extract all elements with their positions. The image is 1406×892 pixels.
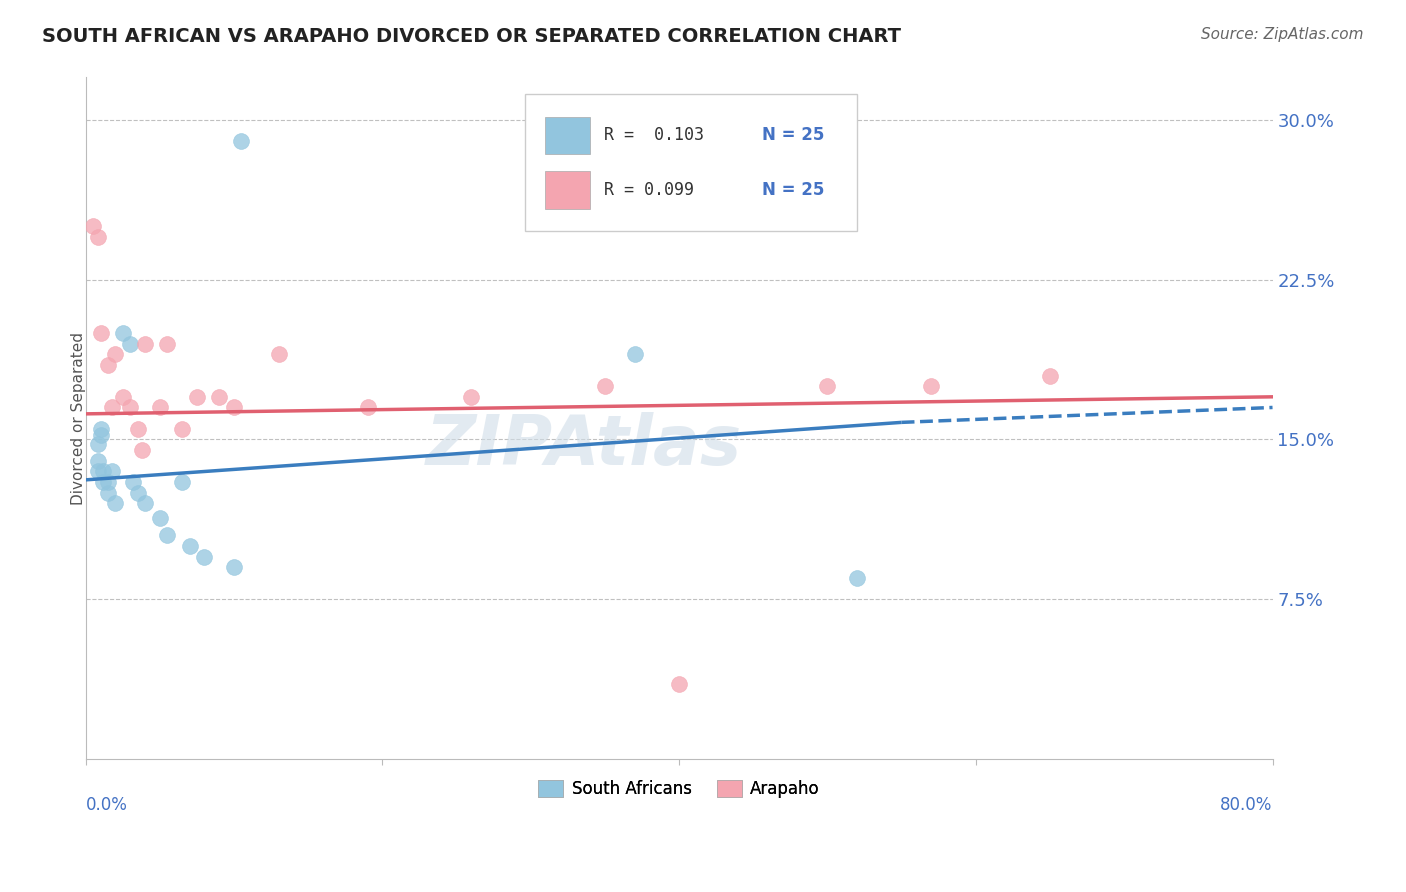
Point: [134, 336, 156, 351]
FancyBboxPatch shape: [524, 95, 858, 231]
Point: [356, 401, 378, 415]
Text: R = 0.099: R = 0.099: [605, 181, 695, 199]
Point: [93, 475, 115, 489]
Point: [156, 336, 179, 351]
Text: R =  0.103: R = 0.103: [605, 127, 704, 145]
Point: [593, 379, 616, 393]
Point: [267, 347, 290, 361]
FancyBboxPatch shape: [546, 117, 591, 154]
Point: [101, 464, 124, 478]
Point: [817, 379, 839, 393]
Point: [104, 496, 127, 510]
Point: [86, 230, 108, 244]
Point: [101, 401, 124, 415]
Point: [82, 219, 104, 234]
Point: [846, 571, 869, 585]
Point: [89, 428, 111, 442]
Point: [111, 390, 134, 404]
Legend: South Africans, Arapaho: South Africans, Arapaho: [531, 773, 827, 805]
Point: [89, 326, 111, 340]
Point: [97, 358, 120, 372]
Point: [208, 390, 231, 404]
Point: [86, 453, 108, 467]
Point: [120, 336, 142, 351]
Point: [623, 347, 645, 361]
Point: [231, 134, 253, 148]
Point: [127, 485, 149, 500]
Point: [186, 390, 208, 404]
Point: [460, 390, 482, 404]
Point: [179, 539, 201, 553]
Point: [172, 475, 194, 489]
Text: ZIPAtlas: ZIPAtlas: [426, 412, 742, 479]
Point: [104, 347, 127, 361]
Point: [122, 475, 145, 489]
Text: SOUTH AFRICAN VS ARAPAHO DIVORCED OR SEPARATED CORRELATION CHART: SOUTH AFRICAN VS ARAPAHO DIVORCED OR SEP…: [42, 27, 901, 45]
Text: 0.0%: 0.0%: [86, 797, 128, 814]
Point: [222, 560, 245, 574]
Point: [149, 511, 172, 525]
Point: [668, 677, 690, 691]
Text: 80.0%: 80.0%: [1220, 797, 1272, 814]
Point: [97, 485, 120, 500]
Point: [86, 464, 108, 478]
Point: [172, 422, 194, 436]
Point: [86, 436, 108, 450]
Point: [193, 549, 215, 564]
Text: N = 25: N = 25: [762, 127, 824, 145]
Point: [111, 326, 134, 340]
Text: Source: ZipAtlas.com: Source: ZipAtlas.com: [1201, 27, 1364, 42]
Text: N = 25: N = 25: [762, 181, 824, 199]
Point: [89, 422, 111, 436]
Point: [920, 379, 942, 393]
Point: [222, 401, 245, 415]
Point: [97, 475, 120, 489]
Point: [1039, 368, 1062, 383]
Point: [149, 401, 172, 415]
Point: [127, 422, 149, 436]
Point: [93, 464, 115, 478]
Point: [156, 528, 179, 542]
Point: [134, 496, 156, 510]
Point: [120, 401, 142, 415]
FancyBboxPatch shape: [546, 171, 591, 209]
Y-axis label: Divorced or Separated: Divorced or Separated: [72, 332, 86, 505]
Point: [131, 443, 153, 458]
